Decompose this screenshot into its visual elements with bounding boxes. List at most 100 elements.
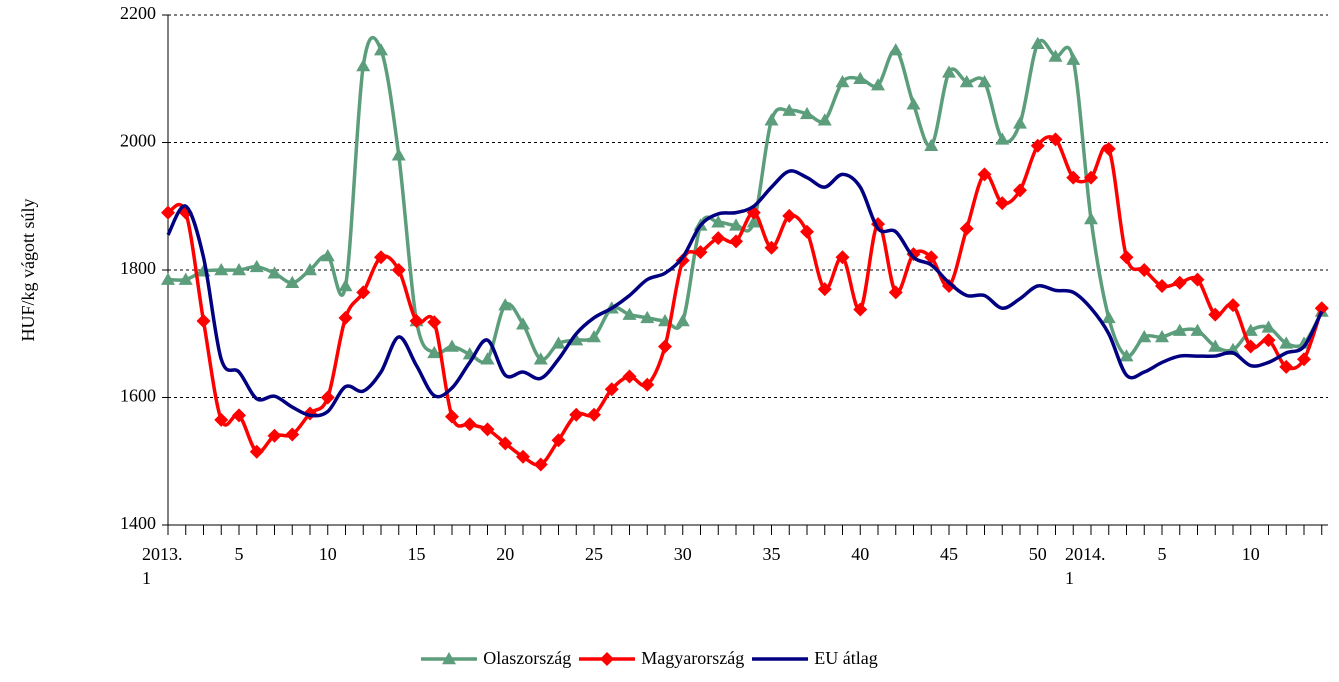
point xyxy=(338,310,353,325)
point xyxy=(427,315,442,330)
point xyxy=(995,132,1010,145)
point xyxy=(480,352,495,365)
point xyxy=(427,345,442,359)
point xyxy=(622,307,637,320)
point xyxy=(232,408,246,423)
point xyxy=(285,427,300,442)
point xyxy=(977,74,992,88)
x-tick-label: 35 xyxy=(762,544,781,564)
point xyxy=(1279,359,1294,374)
point xyxy=(320,390,335,405)
point xyxy=(267,266,282,279)
x-tick-label: 25 xyxy=(585,544,603,564)
point xyxy=(480,422,495,437)
point xyxy=(1261,320,1276,333)
point xyxy=(516,317,530,330)
point xyxy=(445,409,459,424)
x-tick-label: 10 xyxy=(318,544,337,564)
point xyxy=(817,113,832,126)
point xyxy=(1243,323,1258,336)
point xyxy=(888,43,903,56)
point xyxy=(817,282,832,297)
x-tick-label: 10 xyxy=(1241,544,1260,564)
point xyxy=(604,382,619,397)
point xyxy=(640,310,655,324)
point xyxy=(1190,272,1205,287)
point xyxy=(356,285,371,300)
legend-label: EU átlag xyxy=(814,648,878,668)
legend-label: Olaszország xyxy=(483,648,572,668)
point xyxy=(906,97,921,110)
legend-label: Magyarország xyxy=(641,648,745,668)
point xyxy=(374,43,388,56)
legend-swatch xyxy=(579,651,636,666)
point xyxy=(1030,138,1045,153)
point xyxy=(942,278,956,293)
point xyxy=(391,148,406,161)
point xyxy=(445,339,459,352)
point xyxy=(782,208,797,223)
point xyxy=(267,428,282,443)
point xyxy=(640,377,655,392)
point xyxy=(1030,36,1045,49)
point xyxy=(658,339,672,354)
point xyxy=(711,231,726,246)
point xyxy=(249,259,264,273)
point xyxy=(1261,333,1276,348)
point xyxy=(178,272,193,285)
point xyxy=(1066,52,1081,65)
point xyxy=(835,250,850,265)
point xyxy=(959,74,974,88)
x-tick-label: 5 xyxy=(234,544,244,564)
point xyxy=(569,333,584,346)
point xyxy=(1084,170,1098,185)
point xyxy=(746,215,761,228)
point xyxy=(995,196,1010,211)
point xyxy=(693,245,708,260)
point xyxy=(800,106,814,120)
point xyxy=(587,329,601,343)
point xyxy=(764,113,779,126)
point xyxy=(516,449,530,464)
point xyxy=(1297,336,1311,349)
point xyxy=(1226,298,1240,313)
point xyxy=(729,234,743,249)
point xyxy=(835,74,850,88)
point xyxy=(800,224,814,239)
point xyxy=(1048,49,1063,62)
point xyxy=(498,436,513,451)
point xyxy=(853,302,868,317)
point xyxy=(1137,263,1152,277)
point xyxy=(1297,352,1311,367)
point xyxy=(711,215,726,228)
x-tick-label: 50 xyxy=(1028,544,1047,564)
point xyxy=(1155,329,1169,343)
y-axis-label: HUF/kg vágott súly xyxy=(18,198,38,341)
point xyxy=(1208,307,1223,322)
x-tick-label: 15 xyxy=(407,544,426,564)
point xyxy=(1243,339,1258,354)
point xyxy=(1119,250,1134,265)
point xyxy=(551,433,566,448)
point xyxy=(303,263,317,276)
point xyxy=(161,272,175,285)
point xyxy=(977,167,992,182)
point xyxy=(196,314,211,328)
point xyxy=(942,65,956,78)
point xyxy=(924,138,939,151)
legend-marker xyxy=(442,651,457,664)
point xyxy=(1208,339,1223,352)
point xyxy=(888,285,903,300)
point xyxy=(1314,301,1329,316)
point xyxy=(1155,278,1169,293)
y-tick-label: 1400 xyxy=(120,513,156,533)
point xyxy=(1190,323,1205,336)
legend: Olaszország Magyarország EU átlag xyxy=(0,648,1299,669)
y-tick-label: 2200 xyxy=(120,3,156,23)
point xyxy=(853,71,868,84)
legend-swatch xyxy=(421,651,478,664)
point xyxy=(1013,183,1027,198)
legend-item: Magyarország xyxy=(579,648,744,669)
legend-item: Olaszország xyxy=(421,648,571,669)
